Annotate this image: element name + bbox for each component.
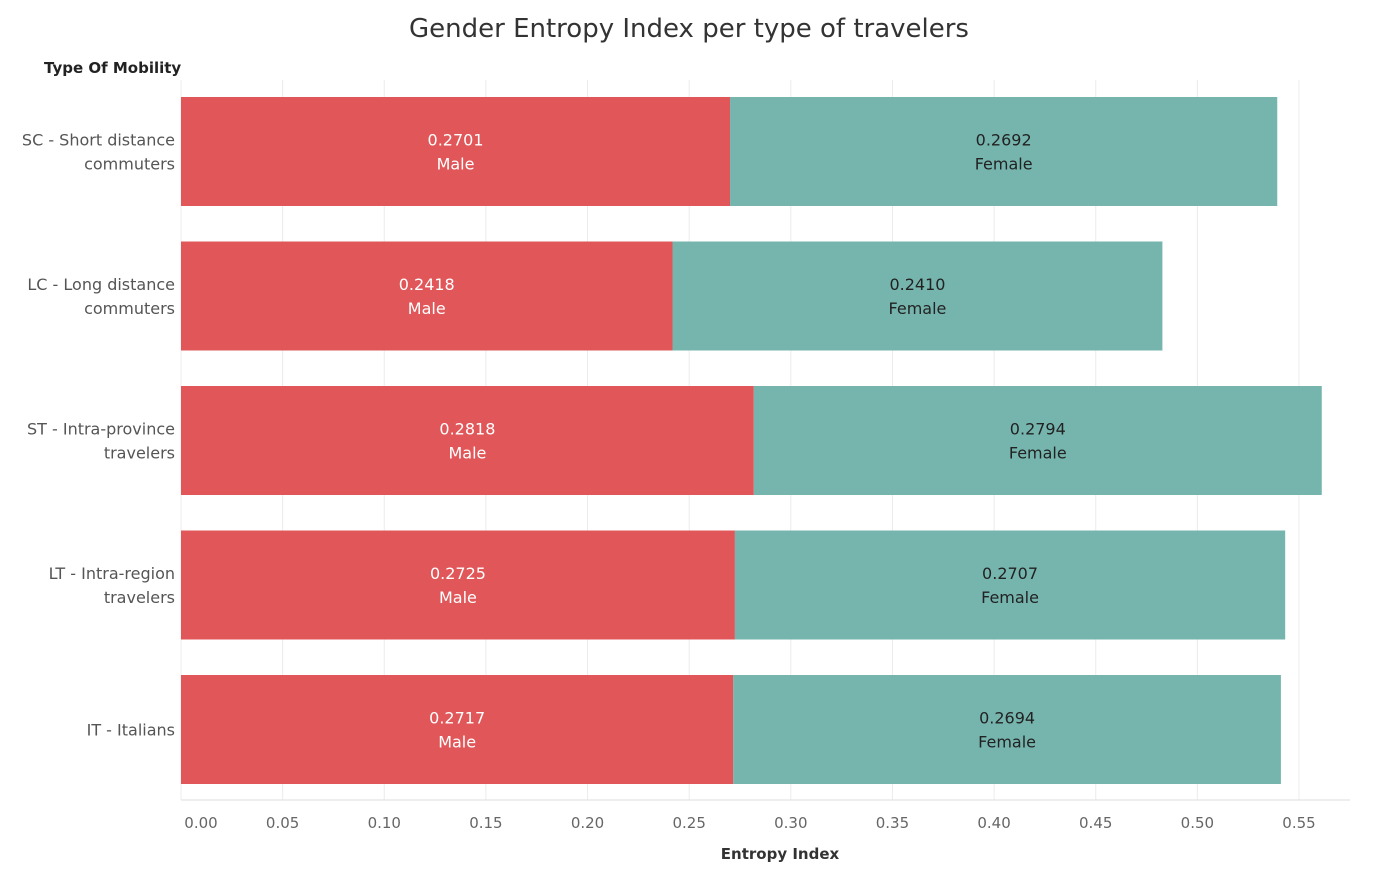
data-label-value: 0.2694 bbox=[979, 709, 1035, 728]
category-label: SC - Short distance commuters bbox=[22, 131, 175, 174]
x-tick-label: 0.05 bbox=[266, 814, 299, 832]
data-label-series: Male bbox=[408, 299, 446, 318]
data-label-value: 0.2717 bbox=[429, 709, 485, 728]
x-tick-label: 0.55 bbox=[1282, 814, 1315, 832]
bar-female bbox=[730, 97, 1278, 206]
bar-female bbox=[734, 530, 1286, 640]
data-label-series: Male bbox=[437, 155, 475, 174]
chart-title: Gender Entropy Index per type of travele… bbox=[409, 14, 969, 44]
data-label-series: Female bbox=[1009, 444, 1067, 463]
x-tick-label: 0.35 bbox=[876, 814, 909, 832]
category-labels: SC - Short distance commuters LC - Long di… bbox=[22, 131, 175, 740]
bar-female bbox=[733, 675, 1281, 784]
data-label-series: Male bbox=[448, 444, 486, 463]
category-label: ST - Intra-province travelers bbox=[27, 420, 175, 463]
bars: 0.2701 Male 0.2692 Female 0.2418 Male 0.2410 Fe… bbox=[181, 97, 1322, 784]
bar-male bbox=[181, 675, 734, 784]
x-axis: 0.00 0.05 0.10 0.15 0.20 0.25 0.30 0.35 0.40 0.45… bbox=[181, 799, 1350, 832]
x-tick-label: 0.00 bbox=[184, 814, 217, 832]
category-label: LT - Intra-region travelers bbox=[49, 564, 175, 607]
x-tick-label: 0.10 bbox=[368, 814, 401, 832]
data-label-value: 0.2818 bbox=[439, 420, 495, 439]
x-tick-label: 0.45 bbox=[1079, 814, 1112, 832]
data-label-series: Female bbox=[975, 155, 1033, 174]
x-axis-label: Entropy Index bbox=[721, 845, 840, 863]
data-label-value: 0.2707 bbox=[982, 564, 1038, 583]
bar-female bbox=[672, 241, 1163, 351]
x-tick-label: 0.50 bbox=[1181, 814, 1214, 832]
bar-male bbox=[181, 97, 731, 206]
data-label-value: 0.2725 bbox=[430, 564, 486, 583]
data-label-series: Female bbox=[981, 588, 1039, 607]
data-label-value: 0.2701 bbox=[428, 131, 484, 150]
data-label-series: Female bbox=[978, 733, 1036, 752]
data-label-series: Female bbox=[889, 299, 947, 318]
data-label-value: 0.2418 bbox=[399, 275, 455, 294]
bar-male bbox=[181, 386, 754, 495]
data-label-value: 0.2794 bbox=[1010, 420, 1066, 439]
bar-male bbox=[181, 241, 673, 351]
x-tick-label: 0.20 bbox=[571, 814, 604, 832]
bar-female bbox=[753, 386, 1322, 495]
category-label: LC - Long distance commuters bbox=[27, 275, 175, 318]
data-label-series: Male bbox=[438, 733, 476, 752]
row-header: Type Of Mobility bbox=[44, 59, 181, 77]
x-tick-label: 0.30 bbox=[774, 814, 807, 832]
data-label-series: Male bbox=[439, 588, 477, 607]
category-label: IT - Italians bbox=[87, 721, 175, 740]
data-label-value: 0.2410 bbox=[889, 275, 945, 294]
bar-male bbox=[181, 530, 735, 640]
data-label-value: 0.2692 bbox=[976, 131, 1032, 150]
x-tick-label: 0.40 bbox=[977, 814, 1010, 832]
x-tick-label: 0.15 bbox=[469, 814, 502, 832]
x-tick-label: 0.25 bbox=[672, 814, 705, 832]
